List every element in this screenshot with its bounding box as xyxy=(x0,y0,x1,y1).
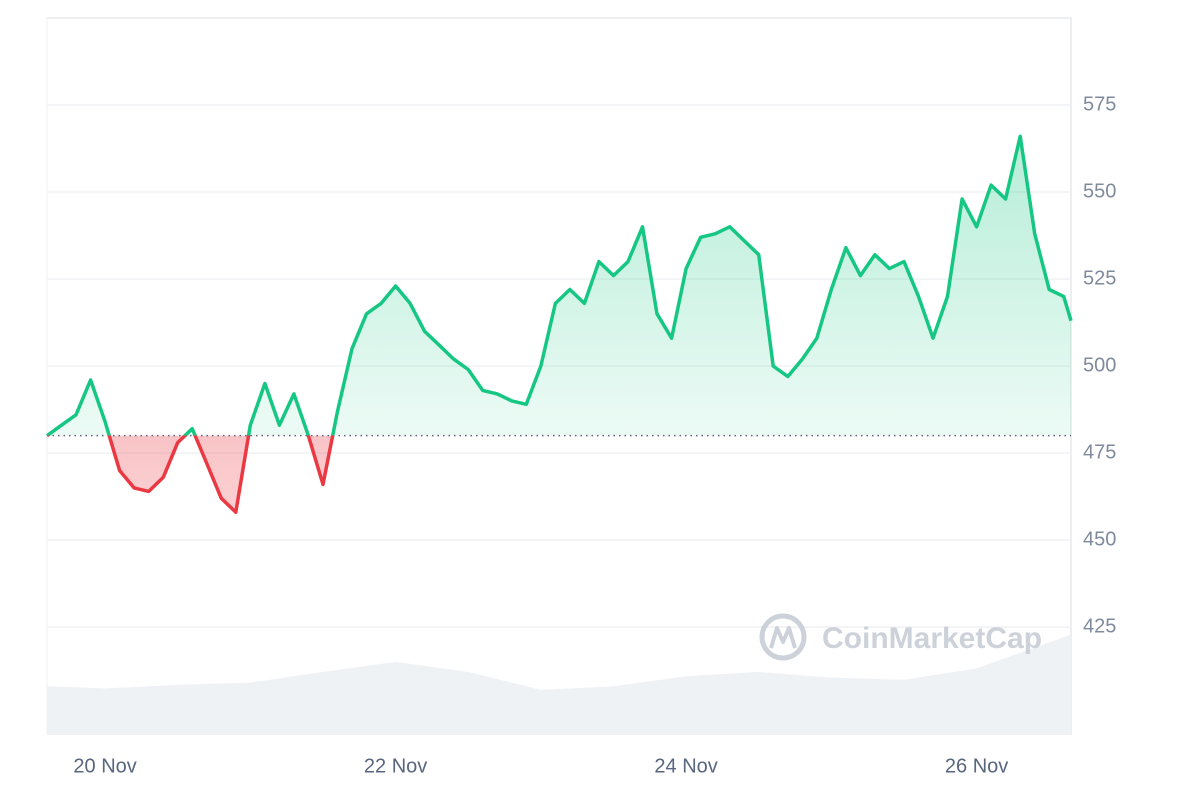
watermark: CoinMarketCap xyxy=(759,613,1042,661)
y-tick-label: 425 xyxy=(1083,615,1116,637)
y-tick-label: 500 xyxy=(1083,354,1116,376)
y-tick-label: 525 xyxy=(1083,267,1116,289)
y-tick-label: 550 xyxy=(1083,180,1116,202)
watermark-logo xyxy=(759,613,807,661)
watermark-logo-mark xyxy=(769,626,797,649)
x-tick-label: 26 Nov xyxy=(945,755,1008,777)
y-tick-label: 450 xyxy=(1083,528,1116,550)
watermark-text: CoinMarketCap xyxy=(822,622,1042,655)
y-tick-label: 475 xyxy=(1083,441,1116,463)
x-tick-label: 20 Nov xyxy=(73,755,136,777)
plot-frame xyxy=(47,17,1072,735)
x-tick-label: 22 Nov xyxy=(364,755,427,777)
x-tick-label: 24 Nov xyxy=(654,755,717,777)
y-tick-label: 575 xyxy=(1083,93,1116,115)
price-line xyxy=(45,134,1073,514)
volume-area xyxy=(47,634,1071,735)
price-area xyxy=(47,136,1071,513)
